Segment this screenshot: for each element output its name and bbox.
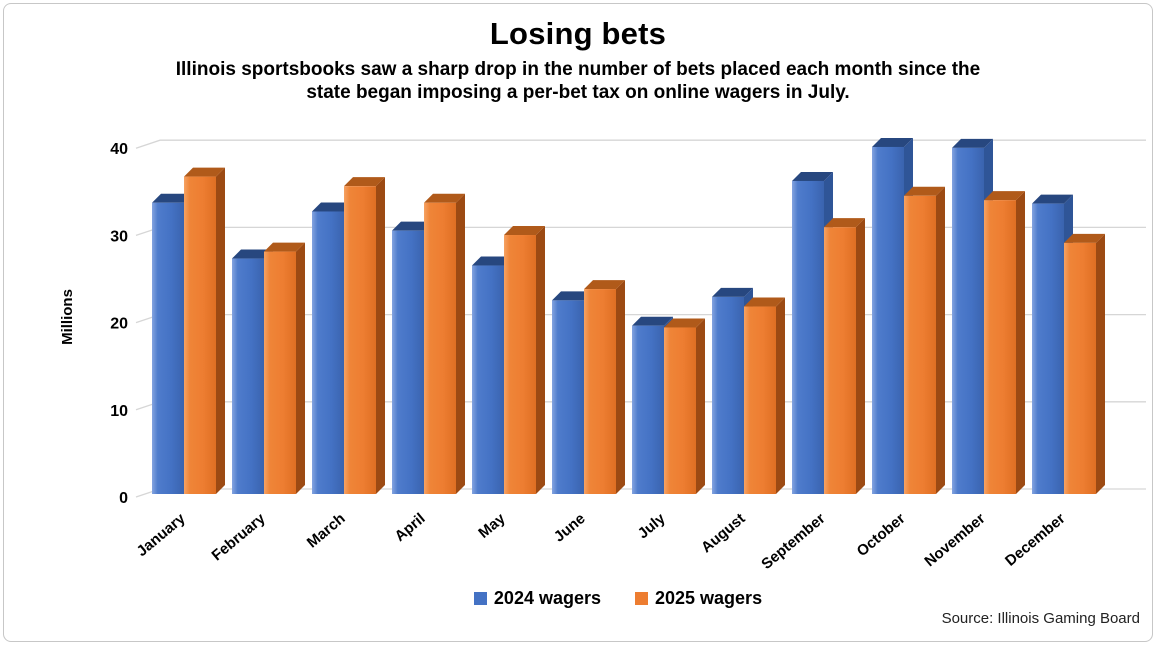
bar-2025-may — [504, 226, 545, 495]
chart-title: Losing bets — [489, 16, 667, 51]
bar-2025-october — [904, 186, 945, 494]
legend-label-2024: 2024 wagers — [493, 588, 601, 608]
y-tick-label: 10 — [110, 403, 128, 420]
legend-swatch-2025-icon — [635, 592, 648, 605]
x-axis-label: January — [134, 510, 190, 560]
bar-2025-february — [264, 242, 305, 494]
chart-subtitle: Illinois sportsbooks saw a sharp drop in… — [175, 59, 981, 104]
x-axis-label: July — [635, 510, 669, 543]
x-axis-label: February — [208, 510, 269, 565]
x-axis-label: October — [854, 510, 909, 560]
bar-2025-december — [1064, 233, 1105, 494]
y-tick-label: 40 — [110, 141, 128, 158]
bar-2025-july — [664, 318, 705, 494]
bars-layer — [152, 137, 1105, 495]
bar-2025-september — [824, 218, 865, 494]
x-axis-label: September — [758, 510, 828, 573]
y-tick-label: 20 — [110, 316, 128, 333]
x-axis-label: August — [698, 510, 749, 556]
bar-2025-june — [584, 280, 625, 494]
y-tick-label: 0 — [119, 490, 128, 507]
x-axis-label: June — [551, 510, 589, 546]
source-note: Source: Illinois Gaming Board — [941, 610, 1140, 627]
x-axis-label: March — [304, 510, 349, 551]
bar-2025-november — [984, 191, 1025, 495]
legend-swatch-2024-icon — [473, 592, 487, 605]
gridline — [135, 139, 1146, 149]
bar-2025-april — [424, 193, 465, 494]
bar-2025-january — [184, 167, 225, 495]
legend-item-2024: 2024 wagers — [473, 588, 601, 609]
legend-item-2025: 2025 wagers — [635, 588, 762, 609]
chart-legend: 2024 wagers 2025 wagers — [40, 588, 1156, 609]
y-tick-label: 30 — [110, 228, 128, 245]
bar-2025-august — [744, 297, 785, 494]
bar-2025-march — [344, 177, 385, 494]
legend-label-2025: 2025 wagers — [655, 588, 763, 608]
x-axis-label: November — [921, 510, 988, 570]
x-axis-label: December — [1002, 510, 1069, 570]
x-axis-label: April — [391, 510, 428, 545]
x-axis-label: May — [475, 510, 509, 542]
